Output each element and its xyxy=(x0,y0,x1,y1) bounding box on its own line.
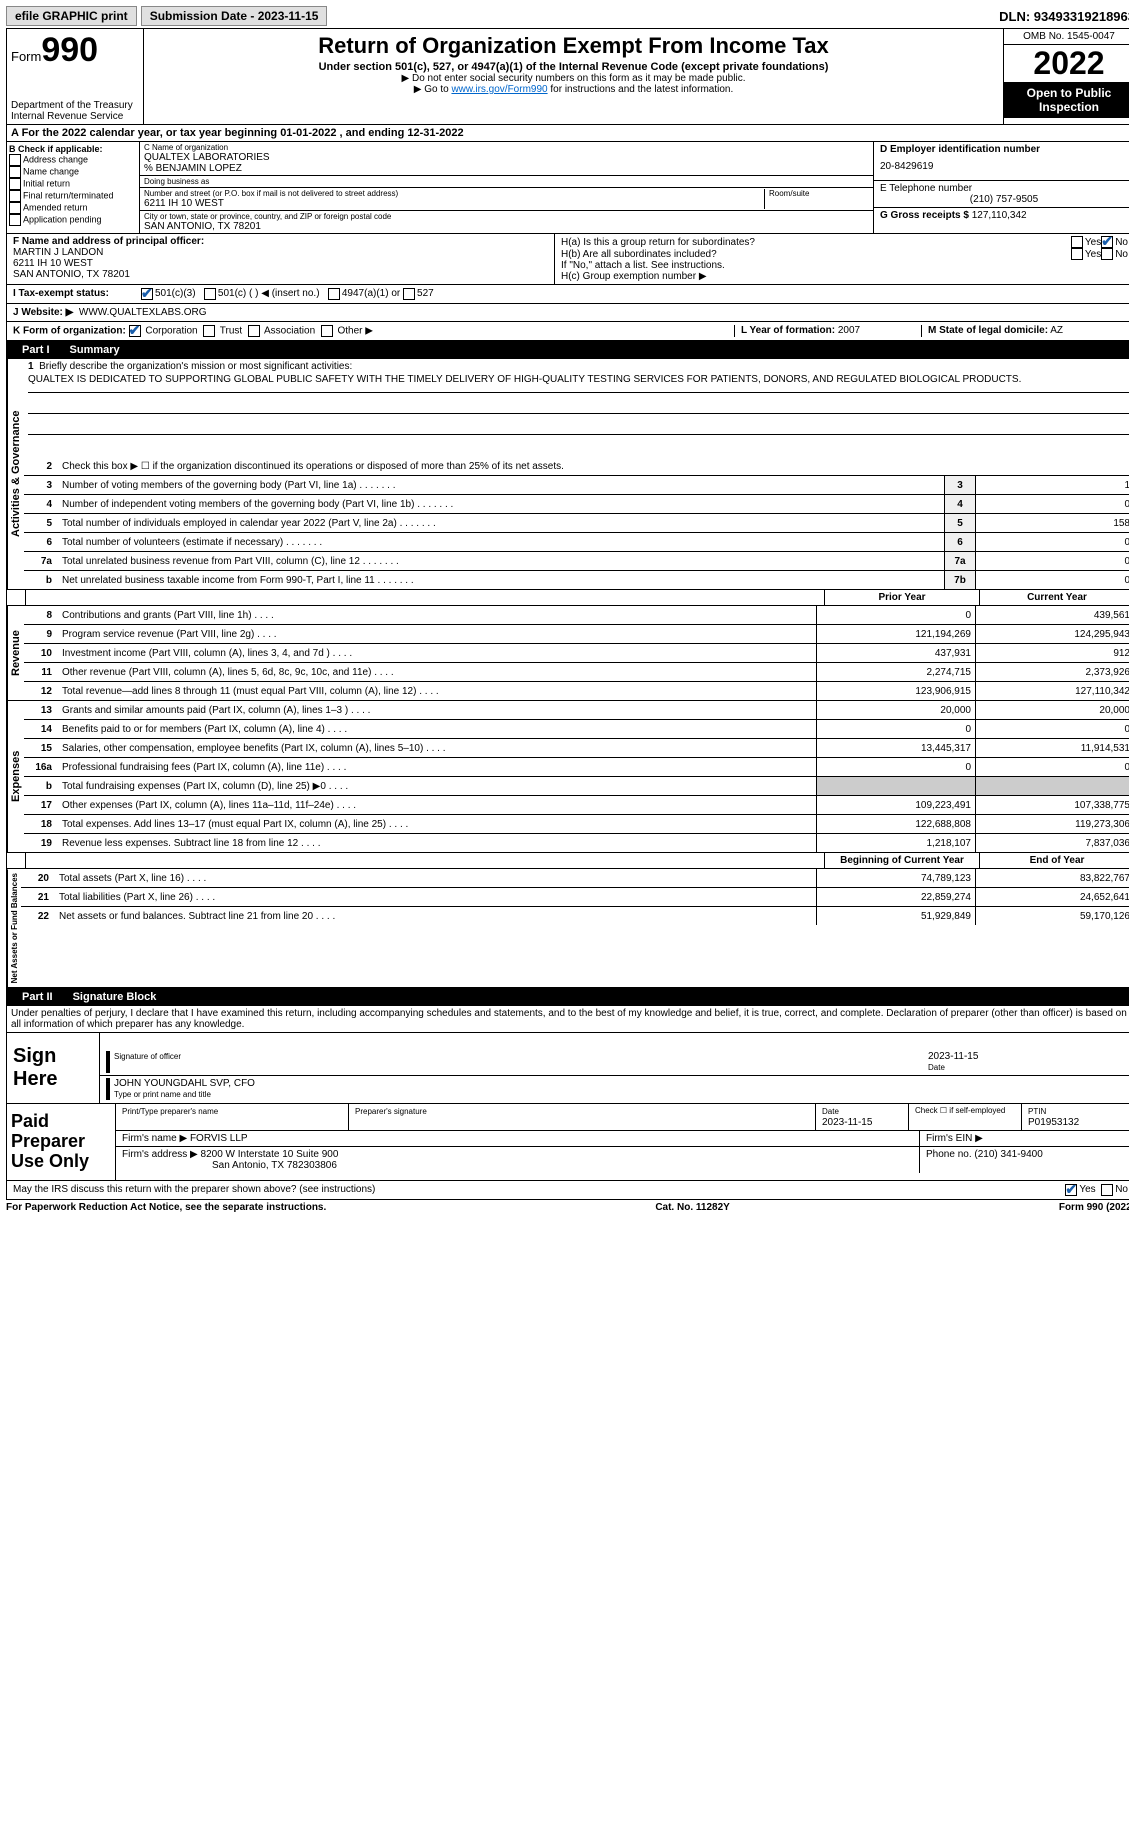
hb-no[interactable] xyxy=(1101,248,1113,260)
officer-street: 6211 IH 10 WEST xyxy=(13,258,548,269)
firm-name: FORVIS LLP xyxy=(190,1133,248,1144)
firm-address: 8200 W Interstate 10 Suite 900 xyxy=(201,1149,339,1160)
penalties-text: Under penalties of perjury, I declare th… xyxy=(6,1006,1129,1033)
city-state-zip: SAN ANTONIO, TX 78201 xyxy=(144,221,869,232)
prep-date: 2023-11-15 xyxy=(822,1117,872,1128)
sign-here-section: Sign Here Signature of officer 2023-11-1… xyxy=(6,1033,1129,1104)
expenses-section: Expenses 13Grants and similar amounts pa… xyxy=(6,701,1129,853)
revenue-label: Revenue xyxy=(7,606,24,700)
officer-signed-name: JOHN YOUNGDAHL SVP, CFO xyxy=(114,1078,1128,1089)
check-trust[interactable] xyxy=(203,325,215,337)
website-value: WWW.QUALTEXLABS.ORG xyxy=(79,307,207,318)
ha-no[interactable] xyxy=(1101,236,1113,248)
check-assoc[interactable] xyxy=(248,325,260,337)
paid-preparer-section: Paid Preparer Use Only Print/Type prepar… xyxy=(6,1104,1129,1180)
section-fh: F Name and address of principal officer:… xyxy=(6,234,1129,285)
mission-text: QUALTEX IS DEDICATED TO SUPPORTING GLOBA… xyxy=(28,372,1129,393)
hb-yes[interactable] xyxy=(1071,248,1083,260)
check-corp[interactable] xyxy=(129,325,141,337)
instructions-link-row: ▶ Go to www.irs.gov/Form990 for instruct… xyxy=(148,84,999,95)
form-subtitle: Under section 501(c), 527, or 4947(a)(1)… xyxy=(148,61,999,73)
discuss-yes[interactable] xyxy=(1065,1184,1077,1196)
check-527[interactable] xyxy=(403,288,415,300)
netassets-section: Beginning of Current YearEnd of Year Net… xyxy=(6,853,1129,988)
officer-city: SAN ANTONIO, TX 78201 xyxy=(13,269,548,280)
check-501c3[interactable] xyxy=(141,288,153,300)
top-toolbar: efile GRAPHIC print Submission Date - 20… xyxy=(6,6,1129,26)
prep-phone: (210) 341-9400 xyxy=(974,1149,1042,1160)
sign-date: 2023-11-15 xyxy=(928,1051,1128,1062)
warning-ssn: ▶ Do not enter social security numbers o… xyxy=(148,73,999,84)
check-address[interactable]: Address change xyxy=(9,154,137,166)
discuss-row: May the IRS discuss this return with the… xyxy=(6,1181,1129,1200)
check-amended[interactable]: Amended return xyxy=(9,202,137,214)
check-4947[interactable] xyxy=(328,288,340,300)
ha-yes[interactable] xyxy=(1071,236,1083,248)
klm-row: K Form of organization: Corporation Trus… xyxy=(6,322,1129,341)
check-other[interactable] xyxy=(321,325,333,337)
ein-value: 20-8429619 xyxy=(880,155,1128,178)
check-pending[interactable]: Application pending xyxy=(9,214,137,226)
org-name: QUALTEX LABORATORIES xyxy=(144,152,869,163)
care-of: % BENJAMIN LOPEZ xyxy=(144,163,869,174)
dln-text: DLN: 93493319218963 xyxy=(999,9,1129,24)
phone-value: (210) 757-9505 xyxy=(880,194,1128,205)
check-501c[interactable] xyxy=(204,288,216,300)
part1-header: Part ISummary xyxy=(6,341,1129,359)
governance-label: Activities & Governance xyxy=(7,359,24,589)
governance-section: Activities & Governance 1 Briefly descri… xyxy=(6,359,1129,590)
dept-text: Department of the Treasury Internal Reve… xyxy=(11,100,139,122)
part2-header: Part IISignature Block xyxy=(6,988,1129,1006)
page-footer: For Paperwork Reduction Act Notice, see … xyxy=(6,1200,1129,1215)
expenses-label: Expenses xyxy=(7,701,24,852)
firm-city: San Antonio, TX 782303806 xyxy=(122,1160,337,1171)
tax-year: 2022 xyxy=(1004,45,1129,82)
check-final[interactable]: Final return/terminated xyxy=(9,190,137,202)
omb-number: OMB No. 1545-0047 xyxy=(1004,29,1129,45)
revenue-section: Prior YearCurrent Year Revenue 8Contribu… xyxy=(6,590,1129,701)
netassets-label: Net Assets or Fund Balances xyxy=(7,869,21,987)
box-b-label: B Check if applicable: xyxy=(9,144,137,154)
check-name[interactable]: Name change xyxy=(9,166,137,178)
ptin-value: P01953132 xyxy=(1028,1117,1079,1128)
form-header: Form990 Department of the Treasury Inter… xyxy=(6,28,1129,125)
year-formation: 2007 xyxy=(838,325,860,336)
tax-exempt-row: I Tax-exempt status: 501(c)(3) 501(c) ( … xyxy=(6,285,1129,304)
officer-name: MARTIN J LANDON xyxy=(13,247,548,258)
discuss-no[interactable] xyxy=(1101,1184,1113,1196)
state-domicile: AZ xyxy=(1050,325,1063,336)
open-to-public: Open to Public Inspection xyxy=(1004,82,1129,118)
calendar-year-row: A For the 2022 calendar year, or tax yea… xyxy=(6,125,1129,142)
street-address: 6211 IH 10 WEST xyxy=(144,198,764,209)
gross-receipts: 127,110,342 xyxy=(972,210,1027,221)
instructions-link[interactable]: www.irs.gov/Form990 xyxy=(451,84,547,95)
section-bcd: B Check if applicable: Address change Na… xyxy=(6,142,1129,234)
submission-date-button[interactable]: Submission Date - 2023-11-15 xyxy=(141,6,328,26)
website-row: J Website: ▶ WWW.QUALTEXLABS.ORG xyxy=(6,304,1129,322)
efile-button[interactable]: efile GRAPHIC print xyxy=(6,6,137,26)
form-title: Return of Organization Exempt From Incom… xyxy=(148,33,999,59)
check-initial[interactable]: Initial return xyxy=(9,178,137,190)
